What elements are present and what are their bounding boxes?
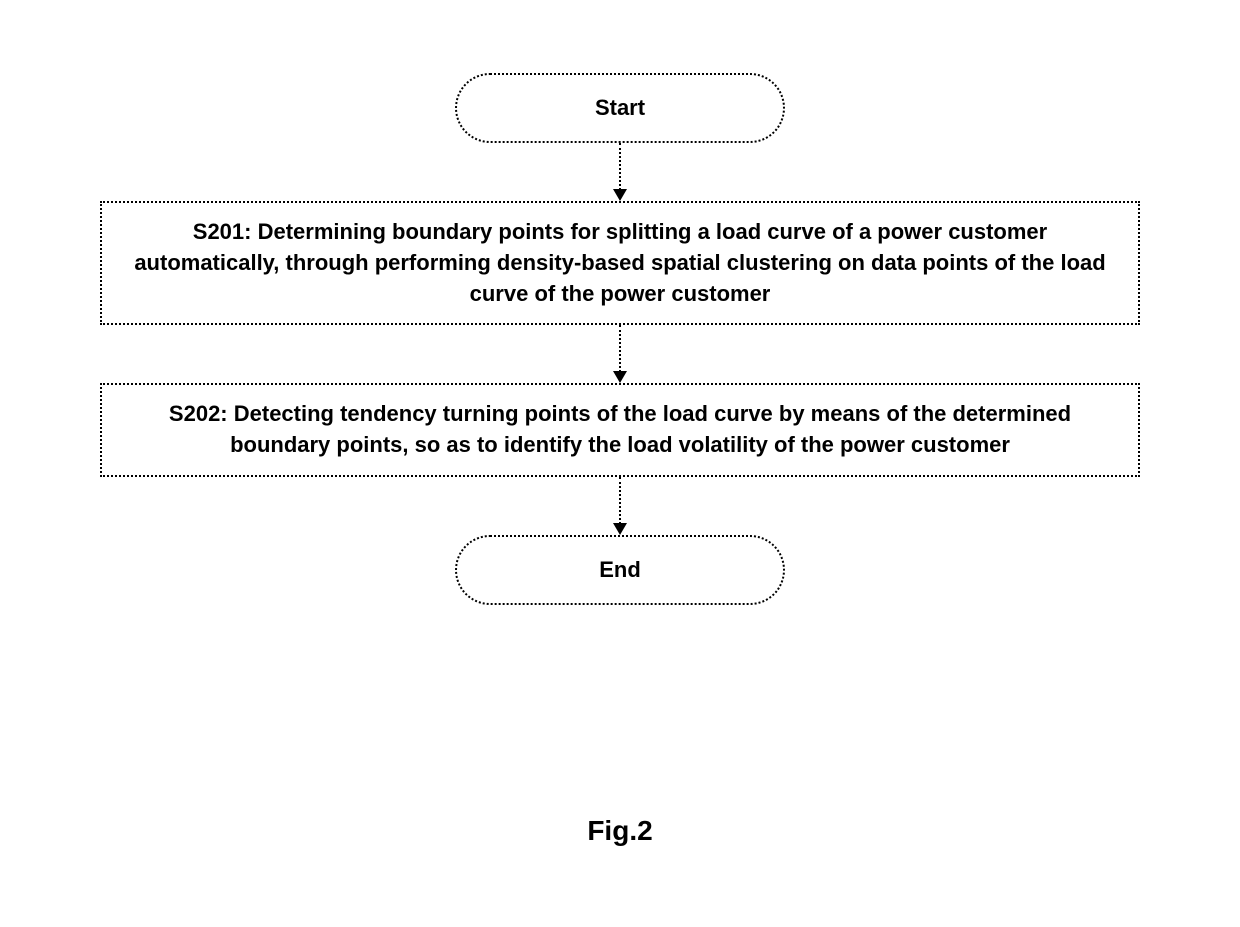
arrow-head-icon [613,371,627,383]
flowchart-container: Start S201: Determining boundary points … [100,73,1140,605]
s201-node: S201: Determining boundary points for sp… [100,201,1140,325]
arrow-s202-to-end [613,477,627,535]
arrow-head-icon [613,189,627,201]
arrow-line [619,325,621,372]
start-node: Start [455,73,785,143]
arrow-s201-to-s202 [613,325,627,383]
arrow-line [619,143,621,190]
arrow-line [619,477,621,524]
arrow-start-to-s201 [613,143,627,201]
s201-label: S201: Determining boundary points for sp… [126,217,1114,309]
s202-node: S202: Detecting tendency turning points … [100,383,1140,477]
end-label: End [599,557,641,583]
end-node: End [455,535,785,605]
start-label: Start [595,95,645,121]
arrow-head-icon [613,523,627,535]
figure-label: Fig.2 [587,815,652,847]
s202-label: S202: Detecting tendency turning points … [126,399,1114,461]
